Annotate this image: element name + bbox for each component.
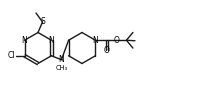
Text: S: S [40, 18, 45, 26]
Text: Cl: Cl [8, 51, 16, 60]
Text: N: N [59, 55, 64, 64]
Text: N: N [93, 36, 98, 45]
Text: N: N [49, 36, 54, 45]
Text: O: O [104, 46, 110, 55]
Text: O: O [113, 36, 119, 45]
Text: CH₃: CH₃ [55, 65, 68, 71]
Text: N: N [22, 36, 27, 45]
